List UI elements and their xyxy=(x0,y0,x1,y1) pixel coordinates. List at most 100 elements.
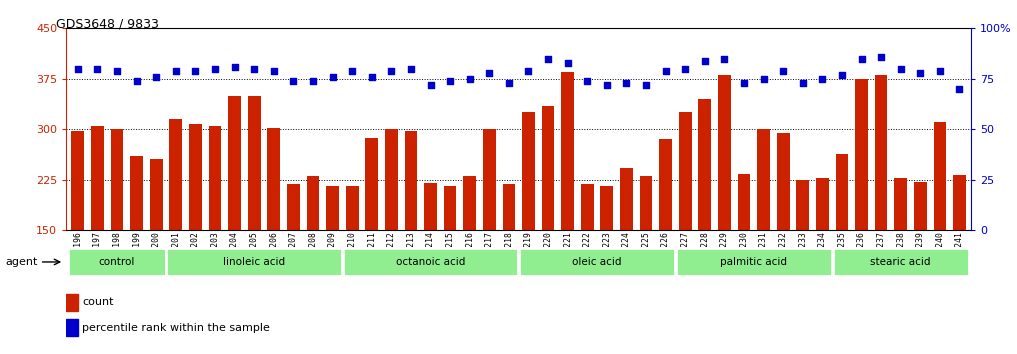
Point xyxy=(638,82,654,88)
Bar xyxy=(620,168,633,230)
Point xyxy=(481,70,497,75)
Point xyxy=(187,68,203,74)
Text: octanoic acid: octanoic acid xyxy=(396,257,465,267)
Bar xyxy=(365,138,378,230)
Point xyxy=(442,78,459,84)
Text: linoleic acid: linoleic acid xyxy=(223,257,285,267)
Point xyxy=(540,56,556,62)
Bar xyxy=(130,156,143,230)
Bar xyxy=(718,75,731,230)
Bar xyxy=(796,180,810,230)
Bar xyxy=(189,124,201,230)
Point xyxy=(227,64,243,69)
Bar xyxy=(659,139,672,230)
Bar xyxy=(816,178,829,230)
Point xyxy=(912,70,929,75)
Point xyxy=(462,76,478,82)
Point xyxy=(206,66,223,72)
Text: count: count xyxy=(82,297,114,307)
Bar xyxy=(424,183,437,230)
Point xyxy=(599,82,615,88)
Bar xyxy=(953,175,966,230)
Point xyxy=(324,74,341,80)
Bar xyxy=(66,319,78,336)
Bar xyxy=(522,113,535,230)
Point xyxy=(70,66,86,72)
Bar xyxy=(777,132,789,230)
Point xyxy=(932,68,948,74)
Bar xyxy=(699,99,711,230)
Point xyxy=(521,68,537,74)
Bar xyxy=(600,186,613,230)
Point xyxy=(344,68,360,74)
Bar xyxy=(678,113,692,230)
Bar xyxy=(502,184,516,230)
Bar xyxy=(875,75,888,230)
Point xyxy=(756,76,772,82)
Point xyxy=(579,78,595,84)
Bar xyxy=(758,129,770,230)
Point xyxy=(775,68,791,74)
Point xyxy=(677,66,694,72)
Point xyxy=(716,56,732,62)
Point xyxy=(383,68,400,74)
Bar xyxy=(581,184,594,230)
Bar xyxy=(542,105,554,230)
Text: palmitic acid: palmitic acid xyxy=(720,257,787,267)
Bar xyxy=(71,131,84,230)
Bar xyxy=(167,248,342,276)
Bar xyxy=(111,129,123,230)
Point xyxy=(403,66,419,72)
Bar xyxy=(92,126,104,230)
Bar xyxy=(855,79,868,230)
Bar xyxy=(248,96,260,230)
Point xyxy=(697,58,713,63)
Point xyxy=(893,66,909,72)
Bar xyxy=(675,248,832,276)
Point xyxy=(89,66,106,72)
Bar xyxy=(326,186,339,230)
Bar xyxy=(464,176,476,230)
Point xyxy=(559,60,576,65)
Bar xyxy=(443,186,457,230)
Bar xyxy=(894,178,907,230)
Point xyxy=(853,56,870,62)
Point xyxy=(148,74,165,80)
Point xyxy=(109,68,125,74)
Bar xyxy=(343,248,519,276)
Bar xyxy=(149,159,163,230)
Point xyxy=(500,80,517,86)
Point xyxy=(305,78,321,84)
Text: GDS3648 / 9833: GDS3648 / 9833 xyxy=(56,18,159,31)
Point xyxy=(168,68,184,74)
Bar xyxy=(561,72,574,230)
Point xyxy=(422,82,438,88)
Bar xyxy=(170,119,182,230)
Text: oleic acid: oleic acid xyxy=(573,257,621,267)
Bar xyxy=(836,154,848,230)
Point xyxy=(873,54,889,59)
Bar xyxy=(640,176,652,230)
Point xyxy=(246,66,262,72)
Bar xyxy=(519,248,675,276)
Text: agent: agent xyxy=(5,257,38,267)
Bar xyxy=(68,248,166,276)
Point xyxy=(265,68,282,74)
Bar xyxy=(914,182,926,230)
Bar xyxy=(346,186,359,230)
Point xyxy=(736,80,753,86)
Point xyxy=(794,80,811,86)
Point xyxy=(815,76,831,82)
Bar xyxy=(267,128,280,230)
Bar xyxy=(385,129,398,230)
Point xyxy=(285,78,301,84)
Bar xyxy=(228,96,241,230)
Bar xyxy=(287,184,300,230)
Point xyxy=(618,80,635,86)
Bar xyxy=(934,122,946,230)
Point xyxy=(657,68,673,74)
Text: control: control xyxy=(99,257,135,267)
Point xyxy=(128,78,144,84)
Point xyxy=(364,74,380,80)
Point xyxy=(951,86,967,92)
